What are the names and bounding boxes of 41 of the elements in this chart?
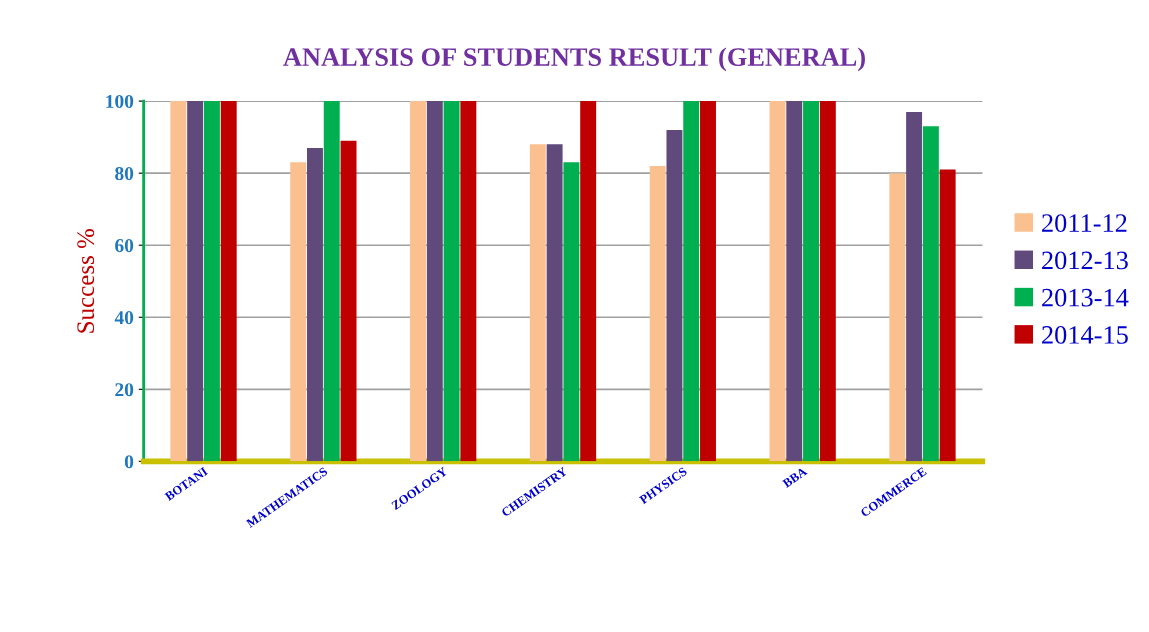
legend-label: 2011-12 [1042, 214, 1127, 232]
legend-label: 2013-14 [1042, 288, 1129, 307]
legend-label: 2012-13 [1042, 251, 1128, 270]
bar [460, 101, 477, 462]
y-axis-title: Success % [77, 228, 95, 333]
bar [922, 126, 939, 462]
bar [683, 101, 700, 462]
bar [426, 101, 443, 462]
bar [889, 173, 906, 462]
bar [769, 101, 786, 462]
bar [666, 129, 683, 462]
bar [170, 101, 187, 462]
bar [529, 144, 546, 462]
bar [906, 111, 923, 462]
bar [410, 101, 426, 462]
bar [700, 101, 716, 462]
y-tick-label: 80 [115, 166, 134, 181]
bar [649, 165, 666, 462]
bar [803, 101, 820, 462]
chart-title: ANALYSIS OF STUDENTS RESULT (GENERAL) [283, 47, 865, 72]
y-tick-label: 40 [114, 311, 134, 325]
bar [203, 101, 220, 462]
y-tick-label: 60 [115, 239, 134, 253]
bar [443, 101, 460, 462]
y-tick-label: 20 [115, 383, 134, 397]
bar [340, 140, 357, 462]
legend-label: 2014-15 [1042, 326, 1128, 344]
bar [187, 101, 204, 462]
bar [323, 101, 340, 462]
bar [307, 147, 323, 462]
bar [546, 144, 563, 462]
bar [563, 162, 580, 462]
bar [220, 101, 237, 462]
bar [290, 162, 307, 462]
bar [580, 101, 597, 462]
x-tick-label: BBA [782, 466, 808, 488]
y-tick-label: 100 [106, 94, 134, 109]
y-tick-label: 0 [124, 455, 134, 469]
bar [819, 101, 836, 462]
bar [939, 169, 956, 462]
bar [786, 101, 803, 462]
